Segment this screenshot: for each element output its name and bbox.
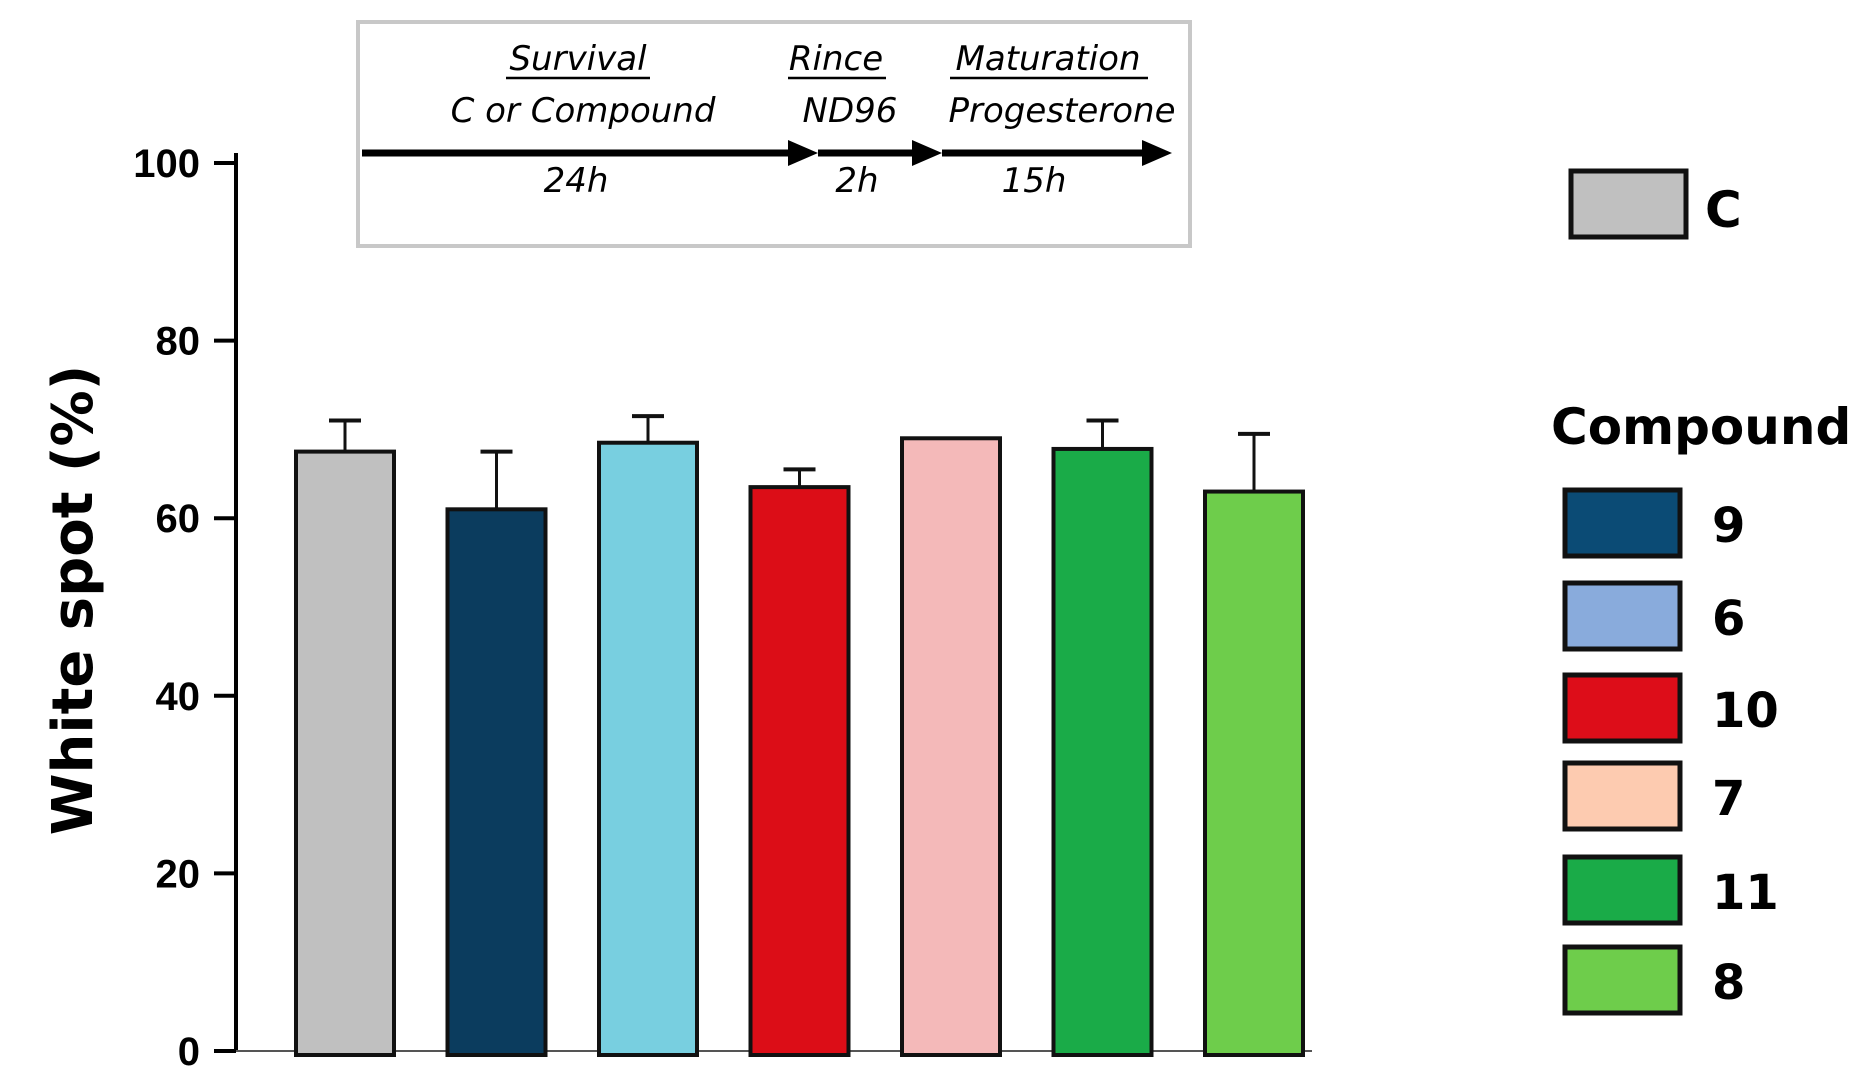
- bar-7: [900, 436, 1002, 1057]
- legend-label-9: 9: [1712, 498, 1745, 554]
- legend-swatch-6: [1562, 580, 1683, 652]
- protocol-arrowhead: [1142, 140, 1172, 166]
- bar-11: [1051, 446, 1154, 1058]
- protocol-step-subtitle: C or Compound: [451, 91, 716, 131]
- legend-label-7: 7: [1712, 771, 1745, 827]
- y-tick-label: 80: [156, 320, 201, 364]
- protocol-step-duration: 15h: [1002, 161, 1067, 201]
- legend-swatch-7: [1562, 760, 1683, 832]
- legend-swatch-11: [1562, 854, 1683, 926]
- legend-label-10: 10: [1712, 683, 1779, 739]
- protocol-step-duration: 2h: [835, 161, 878, 201]
- protocol-step-subtitle: Progesterone: [949, 91, 1176, 131]
- legend-label-c: C: [1705, 181, 1742, 239]
- legend-items: 9 6 10 7 11 8: [1562, 487, 1779, 1016]
- bar-C: [294, 449, 396, 1058]
- legend-label-6: 6: [1712, 591, 1745, 647]
- legend-swatch-8: [1562, 944, 1683, 1016]
- bar-6: [597, 440, 699, 1058]
- protocol-inset: Survival C or Compound 24h Rince ND96 2h…: [356, 20, 1192, 248]
- y-axis-title: White spot (%): [41, 365, 106, 836]
- protocol-frame: [356, 20, 1192, 248]
- bar-8: [1203, 489, 1305, 1057]
- y-tick-label: 100: [133, 142, 200, 186]
- y-tick-label: 20: [156, 852, 201, 896]
- legend-swatch-10: [1562, 672, 1683, 744]
- legend-group-title: Compound: [1551, 398, 1851, 456]
- protocol-step-title: Maturation: [956, 39, 1141, 79]
- bars: [294, 414, 1305, 1058]
- y-tick-label: 40: [156, 675, 201, 719]
- legend: C Compound 9 6 10 7 11 8: [1551, 168, 1851, 1016]
- legend-swatch-c: [1568, 168, 1689, 240]
- y-axis: 0 20 40 60 80 100: [133, 142, 1312, 1074]
- legend-swatch-9: [1562, 487, 1683, 559]
- legend-label-8: 8: [1712, 955, 1745, 1011]
- protocol-step-title: Rince: [789, 39, 883, 79]
- protocol-arrowhead: [788, 140, 818, 166]
- protocol-step-title: Survival: [509, 39, 647, 79]
- protocol-step-subtitle: ND96: [803, 91, 898, 131]
- legend-label-11: 11: [1712, 865, 1779, 921]
- y-tick-label: 60: [156, 497, 201, 541]
- protocol-step-duration: 24h: [544, 161, 609, 201]
- y-tick-label: 0: [178, 1030, 200, 1074]
- protocol-arrowhead: [912, 140, 942, 166]
- bar-9: [445, 507, 548, 1057]
- bar-10: [748, 485, 851, 1057]
- y-axis-label: White spot (%): [41, 365, 106, 836]
